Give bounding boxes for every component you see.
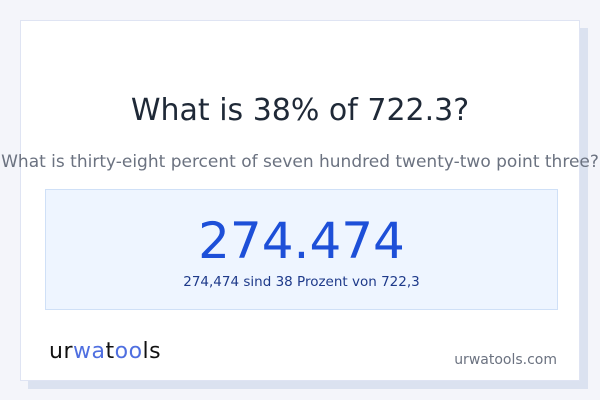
page-subtitle: What is thirty-eight percent of seven hu…: [1, 152, 599, 172]
result-description: 274,474 sind 38 Prozent von 722,3: [183, 274, 420, 290]
result-box: 274.474 274,474 sind 38 Prozent von 722,…: [45, 189, 558, 310]
logo[interactable]: urwatools: [49, 339, 162, 364]
card: What is 38% of 722.3? What is thirty-eig…: [1, 20, 599, 381]
site-link[interactable]: urwatools.com: [454, 352, 557, 368]
result-value: 274.474: [198, 212, 405, 270]
page-title: What is 38% of 722.3?: [130, 93, 470, 128]
